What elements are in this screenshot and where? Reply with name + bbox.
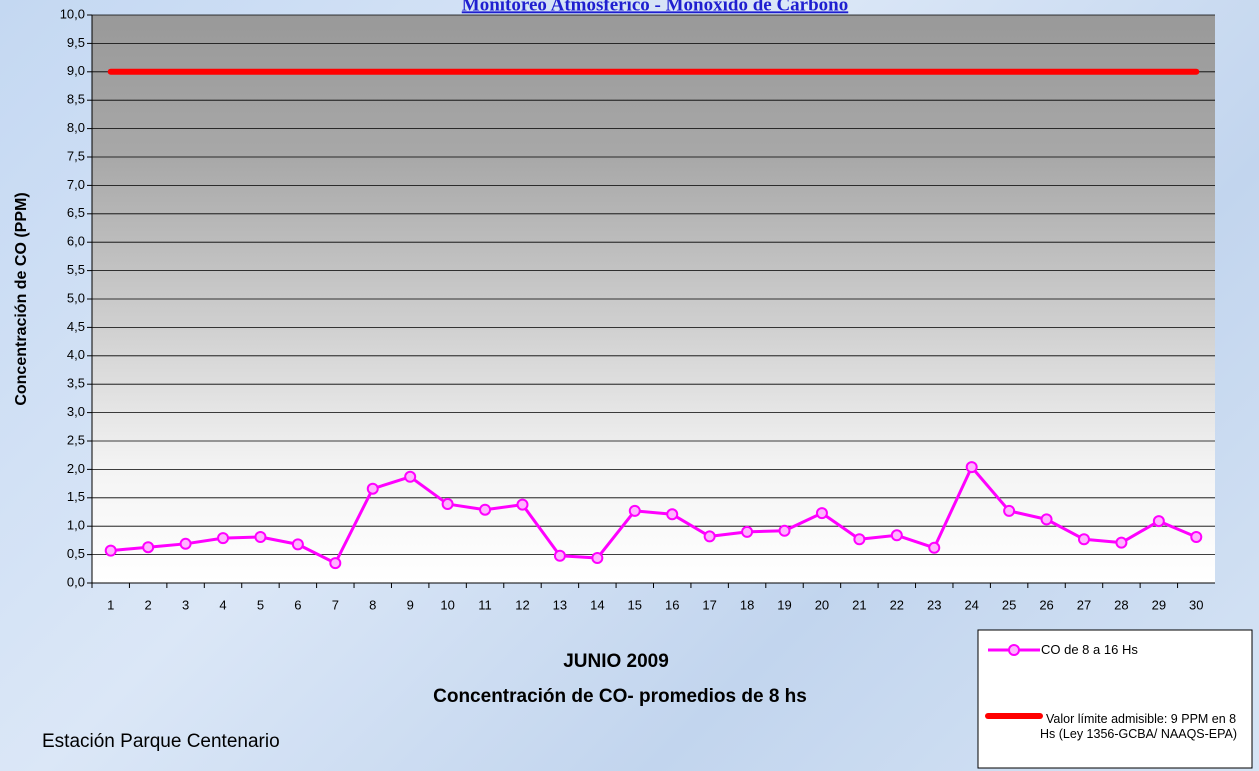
data-point xyxy=(1042,514,1052,524)
y-axis-label: Concentración de CO (PPM) xyxy=(13,192,30,405)
y-tick-label: 5,5 xyxy=(67,262,85,277)
data-point xyxy=(892,530,902,540)
x-tick-label: 23 xyxy=(927,597,941,612)
x-axis-label: JUNIO 2009 xyxy=(563,651,669,672)
y-tick-label: 3,0 xyxy=(67,404,85,419)
data-point xyxy=(443,499,453,509)
data-point xyxy=(1116,538,1126,548)
data-point xyxy=(405,472,415,482)
x-tick-label: 3 xyxy=(182,597,189,612)
data-point xyxy=(1154,516,1164,526)
data-point xyxy=(742,527,752,537)
data-point xyxy=(255,532,265,542)
x-tick-label: 20 xyxy=(815,597,829,612)
x-tick-label: 7 xyxy=(332,597,339,612)
x-tick-label: 16 xyxy=(665,597,679,612)
y-tick-label: 1,5 xyxy=(67,489,85,504)
x-tick-label: 28 xyxy=(1114,597,1128,612)
legend-swatch xyxy=(1009,645,1019,655)
x-tick-label: 24 xyxy=(964,597,978,612)
y-tick-label: 2,0 xyxy=(67,461,85,476)
y-tick-label: 7,0 xyxy=(67,177,85,192)
data-point xyxy=(929,543,939,553)
y-tick-label: 1,0 xyxy=(67,518,85,533)
data-point xyxy=(592,553,602,563)
data-point xyxy=(854,534,864,544)
data-point xyxy=(143,542,153,552)
data-point xyxy=(181,539,191,549)
y-tick-label: 9,5 xyxy=(67,35,85,50)
data-point xyxy=(967,462,977,472)
x-tick-label: 5 xyxy=(257,597,264,612)
y-tick-label: 6,0 xyxy=(67,234,85,249)
y-tick-label: 8,0 xyxy=(67,120,85,135)
x-tick-label: 11 xyxy=(478,597,492,612)
data-point xyxy=(780,526,790,536)
x-tick-label: 30 xyxy=(1189,597,1203,612)
data-point xyxy=(1191,532,1201,542)
x-tick-label: 15 xyxy=(628,597,642,612)
data-point xyxy=(667,509,677,519)
x-tick-label: 22 xyxy=(890,597,904,612)
data-point xyxy=(705,531,715,541)
x-tick-label: 2 xyxy=(145,597,152,612)
x-tick-label: 8 xyxy=(369,597,376,612)
x-tick-label: 26 xyxy=(1039,597,1053,612)
data-point xyxy=(517,500,527,510)
x-tick-label: 29 xyxy=(1152,597,1166,612)
y-tick-label: 3,5 xyxy=(67,376,85,391)
legend-label: CO de 8 a 16 Hs xyxy=(1041,642,1138,657)
y-tick-label: 0,0 xyxy=(67,574,85,589)
x-tick-label: 14 xyxy=(590,597,604,612)
data-point xyxy=(293,539,303,549)
y-tick-label: 6,5 xyxy=(67,205,85,220)
data-point xyxy=(218,533,228,543)
legend-label: Valor límite admisible: 9 PPM en 8 Hs (L… xyxy=(1040,712,1240,742)
x-tick-label: 13 xyxy=(553,597,567,612)
x-tick-label: 1 xyxy=(107,597,114,612)
data-point xyxy=(817,508,827,518)
data-point xyxy=(1079,534,1089,544)
y-tick-label: 4,5 xyxy=(67,319,85,334)
data-point xyxy=(368,484,378,494)
x-tick-label: 27 xyxy=(1077,597,1091,612)
y-tick-label: 0,5 xyxy=(67,546,85,561)
x-tick-label: 25 xyxy=(1002,597,1016,612)
chart-title: Monitoreo Atmosférico - Monóxido de Carb… xyxy=(462,0,848,15)
y-tick-label: 10,0 xyxy=(60,6,85,21)
y-tick-label: 5,0 xyxy=(67,290,85,305)
footer: Estación Parque Centenario xyxy=(42,731,280,752)
x-tick-label: 17 xyxy=(702,597,716,612)
x-tick-label: 9 xyxy=(407,597,414,612)
data-point xyxy=(1004,506,1014,516)
data-point xyxy=(555,551,565,561)
y-tick-label: 7,5 xyxy=(67,148,85,163)
x-tick-label: 18 xyxy=(740,597,754,612)
x-tick-label: 12 xyxy=(515,597,529,612)
x-tick-label: 19 xyxy=(777,597,791,612)
x-tick-label: 4 xyxy=(219,597,226,612)
x-tick-label: 6 xyxy=(294,597,301,612)
data-point xyxy=(106,546,116,556)
subtitle: Concentración de CO- promedios de 8 hs xyxy=(433,686,807,707)
data-point xyxy=(330,558,340,568)
y-tick-label: 9,0 xyxy=(67,63,85,78)
page: Monitoreo Atmosférico - Monóxido de Carb… xyxy=(0,0,1259,771)
y-tick-label: 4,0 xyxy=(67,347,85,362)
x-tick-label: 21 xyxy=(852,597,866,612)
y-tick-label: 8,5 xyxy=(67,92,85,107)
data-point xyxy=(480,505,490,515)
y-tick-label: 2,5 xyxy=(67,432,85,447)
data-point xyxy=(630,506,640,516)
x-tick-label: 10 xyxy=(440,597,454,612)
